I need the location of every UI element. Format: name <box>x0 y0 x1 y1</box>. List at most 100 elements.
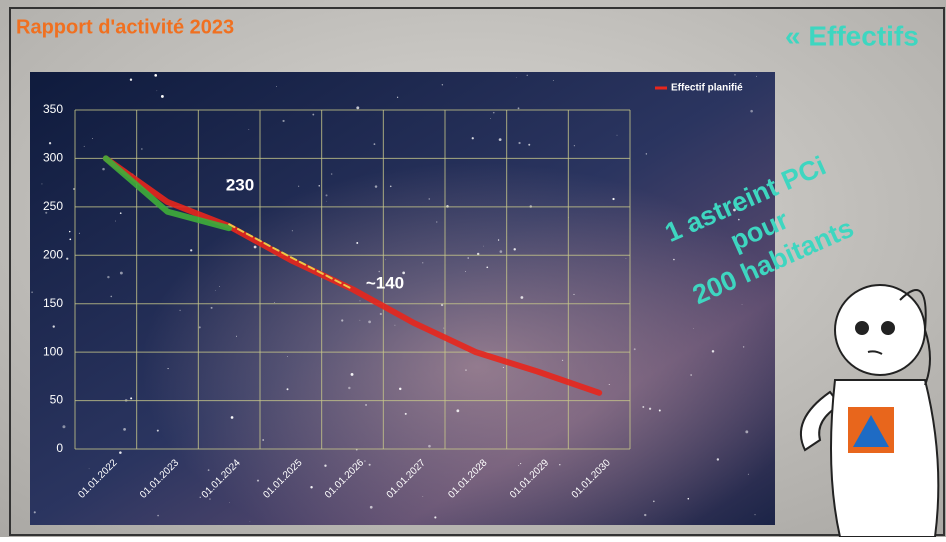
star <box>319 185 320 186</box>
star <box>168 368 169 369</box>
star <box>257 480 259 482</box>
star <box>282 120 284 122</box>
star <box>141 148 142 149</box>
star <box>429 198 430 199</box>
star <box>209 498 210 499</box>
star <box>673 259 675 261</box>
star <box>518 142 520 144</box>
star <box>179 310 180 311</box>
star <box>250 521 251 522</box>
star <box>712 350 714 352</box>
star <box>380 313 382 315</box>
star <box>120 212 122 214</box>
y-tick-label: 350 <box>43 102 63 116</box>
star <box>287 356 288 357</box>
annotation: 230 <box>226 175 254 194</box>
star <box>287 388 289 390</box>
star <box>378 271 380 273</box>
star <box>369 464 371 466</box>
star <box>490 118 491 119</box>
star <box>465 369 467 371</box>
star <box>310 486 312 488</box>
star <box>649 408 651 410</box>
star <box>348 387 350 389</box>
star <box>646 153 647 154</box>
star <box>498 239 499 240</box>
star <box>208 469 210 471</box>
slide-title: Rapport d'activité 2023 <box>16 16 234 38</box>
star <box>236 336 237 337</box>
star <box>562 360 563 361</box>
star <box>609 384 610 385</box>
star <box>211 307 213 309</box>
star <box>748 474 749 475</box>
star <box>385 259 386 260</box>
y-tick-label: 0 <box>56 441 63 455</box>
star <box>738 219 740 221</box>
star <box>84 146 85 147</box>
star <box>34 511 36 513</box>
star <box>390 186 392 188</box>
star <box>326 194 328 196</box>
star <box>324 465 326 467</box>
star <box>360 300 361 301</box>
star <box>742 304 743 305</box>
star <box>717 458 719 460</box>
star <box>248 129 249 130</box>
star <box>326 201 327 202</box>
star <box>92 138 93 139</box>
star <box>53 325 55 327</box>
star <box>428 445 431 448</box>
star <box>520 296 523 299</box>
star <box>49 142 51 144</box>
star <box>493 112 495 114</box>
star <box>69 231 70 232</box>
star <box>465 271 466 272</box>
star <box>422 262 423 263</box>
star <box>31 291 33 293</box>
y-tick-label: 200 <box>43 247 63 261</box>
star <box>745 430 748 433</box>
star <box>394 325 395 326</box>
star <box>364 460 366 462</box>
star <box>156 90 157 91</box>
star <box>370 506 373 509</box>
star <box>653 501 655 503</box>
star <box>154 74 157 77</box>
legend-label: Effectif planifié <box>671 83 743 94</box>
star <box>199 326 201 328</box>
star <box>756 76 757 77</box>
y-tick-label: 150 <box>43 296 63 310</box>
star <box>229 502 230 503</box>
star <box>434 516 436 518</box>
star <box>219 286 220 287</box>
star <box>231 416 234 419</box>
star <box>527 75 528 76</box>
star <box>743 346 744 347</box>
star <box>405 413 407 415</box>
star <box>642 406 644 408</box>
star <box>331 173 333 175</box>
star <box>276 86 277 87</box>
star <box>468 257 469 258</box>
star <box>634 348 636 350</box>
star <box>374 143 376 145</box>
body <box>831 380 938 537</box>
star <box>612 198 614 200</box>
star <box>659 409 661 411</box>
star <box>443 328 444 329</box>
heading: « Effectifs <box>785 20 919 51</box>
star <box>89 468 90 469</box>
star <box>514 248 516 250</box>
star <box>574 145 575 146</box>
star <box>123 428 126 431</box>
star <box>617 135 618 136</box>
star <box>422 496 423 497</box>
star <box>102 168 105 171</box>
star <box>472 137 474 139</box>
star <box>693 328 694 329</box>
milky-way <box>30 72 775 525</box>
star <box>312 114 314 116</box>
slide: Rapport d'activité 2023 « Effectifs 1 as… <box>0 0 946 537</box>
star <box>436 222 437 223</box>
